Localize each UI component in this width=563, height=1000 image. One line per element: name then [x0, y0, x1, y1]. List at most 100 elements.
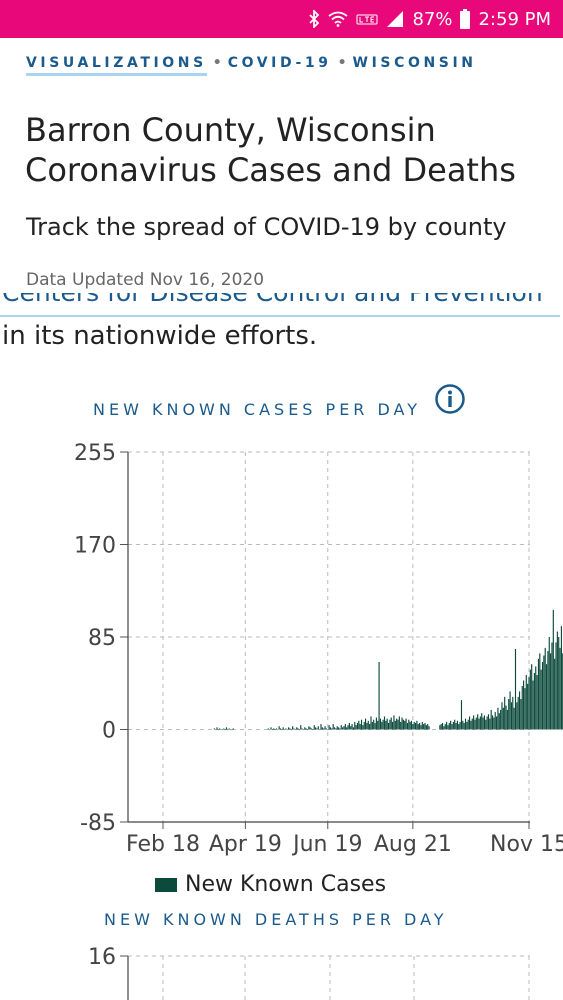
case-bar	[471, 718, 473, 730]
case-bar	[444, 724, 446, 730]
case-bar	[213, 728, 215, 730]
case-bar	[440, 724, 442, 730]
case-bar	[396, 718, 398, 730]
case-bar	[379, 718, 382, 730]
case-bar	[308, 726, 310, 730]
breadcrumb-covid[interactable]: COVID-19	[227, 55, 332, 71]
case-bar	[462, 720, 464, 730]
case-bar	[508, 699, 510, 730]
case-bar	[365, 718, 367, 730]
case-bar	[459, 721, 461, 730]
info-icon[interactable]	[434, 383, 466, 415]
x-tick-label: Feb 18	[126, 832, 200, 857]
case-bar	[521, 685, 523, 730]
case-bar	[383, 716, 386, 730]
case-bar	[363, 721, 365, 730]
case-bar	[450, 720, 452, 730]
cases-chart-title-text: NEW KNOWN CASES PER DAY	[93, 400, 422, 419]
cdc-link-text[interactable]: Centers for Disease Control and Preventi…	[2, 293, 543, 307]
case-bar	[313, 725, 315, 730]
case-bar	[405, 718, 407, 730]
case-bar	[275, 728, 278, 730]
case-bar	[545, 664, 548, 730]
case-bar	[355, 725, 357, 730]
case-bar	[386, 718, 388, 730]
case-bar	[288, 727, 290, 730]
case-bar	[362, 725, 364, 730]
case-bar	[335, 728, 337, 730]
case-bar	[528, 677, 530, 730]
y-tick-label: -85	[80, 811, 116, 836]
case-bar	[392, 721, 394, 730]
case-bar	[323, 728, 325, 730]
case-bar	[491, 715, 494, 730]
cdc-link[interactable]: Centers for Disease Control and Preventi…	[0, 293, 563, 315]
case-bar	[285, 728, 287, 730]
case-bar	[482, 717, 484, 730]
case-bar	[447, 725, 449, 730]
case-bar	[317, 726, 319, 730]
case-bar	[283, 729, 286, 731]
case-bar	[293, 728, 295, 730]
breadcrumb-wisconsin[interactable]: WISCONSIN	[352, 55, 477, 71]
breadcrumb-visualizations[interactable]: VISUALIZATIONS	[26, 55, 207, 76]
case-bar	[371, 721, 373, 730]
case-bar	[529, 669, 531, 730]
case-bar	[451, 724, 453, 730]
case-bar	[470, 720, 472, 730]
case-bar	[305, 728, 307, 730]
case-bar	[446, 721, 448, 730]
case-bar	[347, 725, 349, 730]
case-bar	[382, 719, 384, 730]
case-bar	[223, 728, 225, 730]
case-bar	[387, 722, 390, 730]
case-bar	[483, 715, 486, 730]
case-bar	[375, 717, 377, 730]
case-bar	[378, 662, 380, 730]
case-bar	[554, 658, 556, 730]
case-bar	[321, 727, 323, 730]
case-bar	[539, 653, 541, 730]
case-bar	[292, 726, 294, 730]
case-bar	[343, 726, 345, 730]
case-bar	[520, 699, 522, 730]
case-bar	[342, 727, 344, 730]
case-bar	[406, 722, 409, 730]
case-bar	[373, 719, 375, 730]
case-bar	[390, 717, 392, 730]
case-bar	[329, 727, 332, 730]
case-bar	[455, 722, 457, 730]
breadcrumb-separator: •	[212, 55, 222, 71]
case-bar	[541, 662, 544, 730]
case-bar	[385, 720, 387, 730]
case-bar	[458, 724, 460, 730]
case-bar	[475, 717, 477, 730]
case-bar	[427, 724, 429, 730]
case-bar	[398, 716, 400, 730]
case-bar	[273, 728, 275, 730]
case-bar	[485, 719, 487, 730]
case-bar	[336, 726, 338, 730]
case-bar	[286, 729, 288, 731]
case-bar	[448, 722, 450, 730]
case-bar	[400, 721, 402, 730]
case-bar	[269, 729, 271, 731]
case-bar	[279, 728, 282, 730]
case-bar	[319, 729, 321, 731]
page-subtitle: Track the spread of COVID-19 by county	[26, 213, 507, 241]
case-bar	[466, 721, 468, 730]
case-bar	[460, 700, 463, 730]
case-bar	[463, 722, 465, 730]
case-bar	[404, 720, 406, 730]
case-bar	[481, 713, 483, 730]
case-bar	[312, 729, 314, 731]
case-bar	[518, 691, 521, 730]
case-bar	[309, 727, 311, 730]
case-bar	[270, 727, 272, 730]
case-bar	[227, 729, 229, 731]
case-bar	[215, 729, 217, 731]
data-updated-date: Data Updated Nov 16, 2020	[26, 270, 265, 290]
x-tick-label: Apr 19	[209, 832, 282, 857]
case-bar	[479, 716, 481, 730]
x-tick-label: Aug 21	[374, 832, 452, 857]
